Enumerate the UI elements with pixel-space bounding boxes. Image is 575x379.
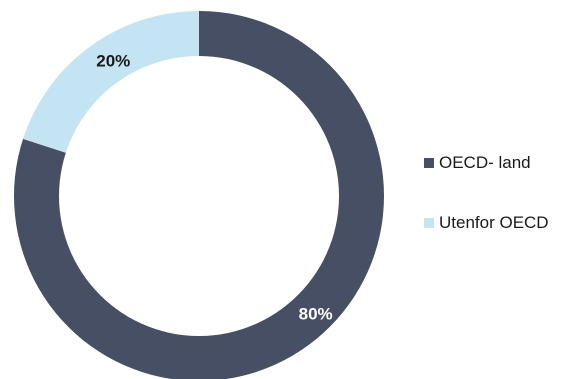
legend: OECD- land Utenfor OECD	[424, 150, 574, 270]
legend-item-oecd-land: OECD- land	[424, 150, 574, 176]
data-label-oecd-land: 80%	[299, 305, 333, 324]
legend-swatch-oecd-land	[424, 158, 434, 168]
legend-swatch-utenfor-oecd	[424, 218, 434, 228]
legend-item-utenfor-oecd: Utenfor OECD	[424, 210, 574, 236]
legend-label-utenfor-oecd: Utenfor OECD	[439, 213, 549, 232]
legend-label-oecd-land: OECD- land	[439, 153, 531, 172]
data-label-utenfor-oecd: 20%	[96, 51, 130, 70]
slice-utenfor-oecd	[23, 11, 199, 153]
donut-plot: 80% 20%	[14, 11, 384, 379]
